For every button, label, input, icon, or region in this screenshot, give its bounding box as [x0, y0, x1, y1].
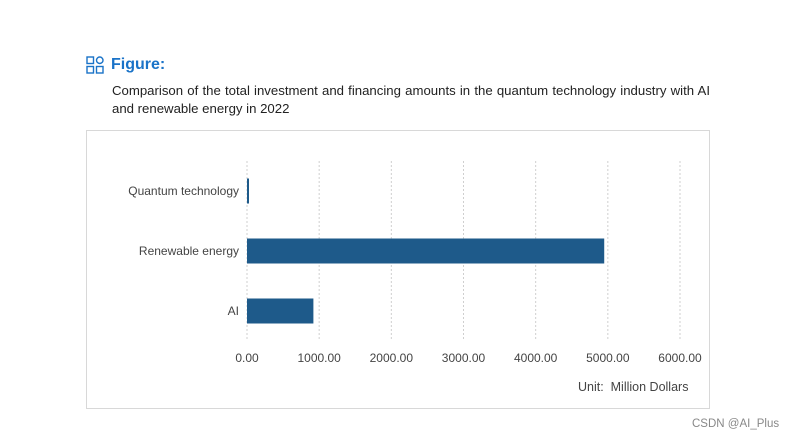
- bar-ai: [247, 298, 314, 324]
- bar-renewable-energy: [247, 238, 605, 264]
- figure-label: Figure:: [111, 56, 166, 73]
- grid-icon: [86, 56, 104, 74]
- figure-header: Figure: Comparison of the total investme…: [86, 56, 710, 118]
- unit-label: Unit: Million Dollars: [578, 380, 689, 394]
- x-tick-label: 5000.00: [586, 351, 630, 365]
- y-category-label: Renewable energy: [139, 244, 239, 258]
- y-category-label: AI: [228, 304, 239, 318]
- figure-caption: Comparison of the total investment and f…: [112, 83, 710, 116]
- x-tick-label: 2000.00: [370, 351, 414, 365]
- x-tick-label: 6000.00: [658, 351, 702, 365]
- x-tick-label: 1000.00: [297, 351, 341, 365]
- bar-chart: 0.00 1000.00 2000.00 3000.00 4000.00 5000.00 6…: [128, 161, 702, 365]
- figure-title-row: Figure:: [86, 56, 710, 74]
- x-tick-label: 4000.00: [514, 351, 558, 365]
- watermark: CSDN @AI_Plus: [692, 418, 780, 430]
- bar-quantum-technology: [247, 178, 249, 204]
- x-tick-label: 0.00: [235, 351, 259, 365]
- chart-container: 0.00 1000.00 2000.00 3000.00 4000.00 5000.00 6…: [86, 130, 710, 409]
- x-tick-label: 3000.00: [442, 351, 486, 365]
- y-category-label: Quantum technology: [128, 184, 239, 198]
